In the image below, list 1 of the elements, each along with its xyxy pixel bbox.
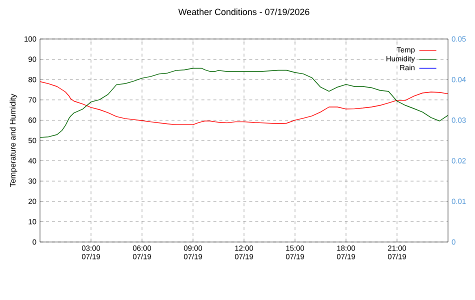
chart-title: Weather Conditions - 07/19/2026: [178, 8, 310, 16]
